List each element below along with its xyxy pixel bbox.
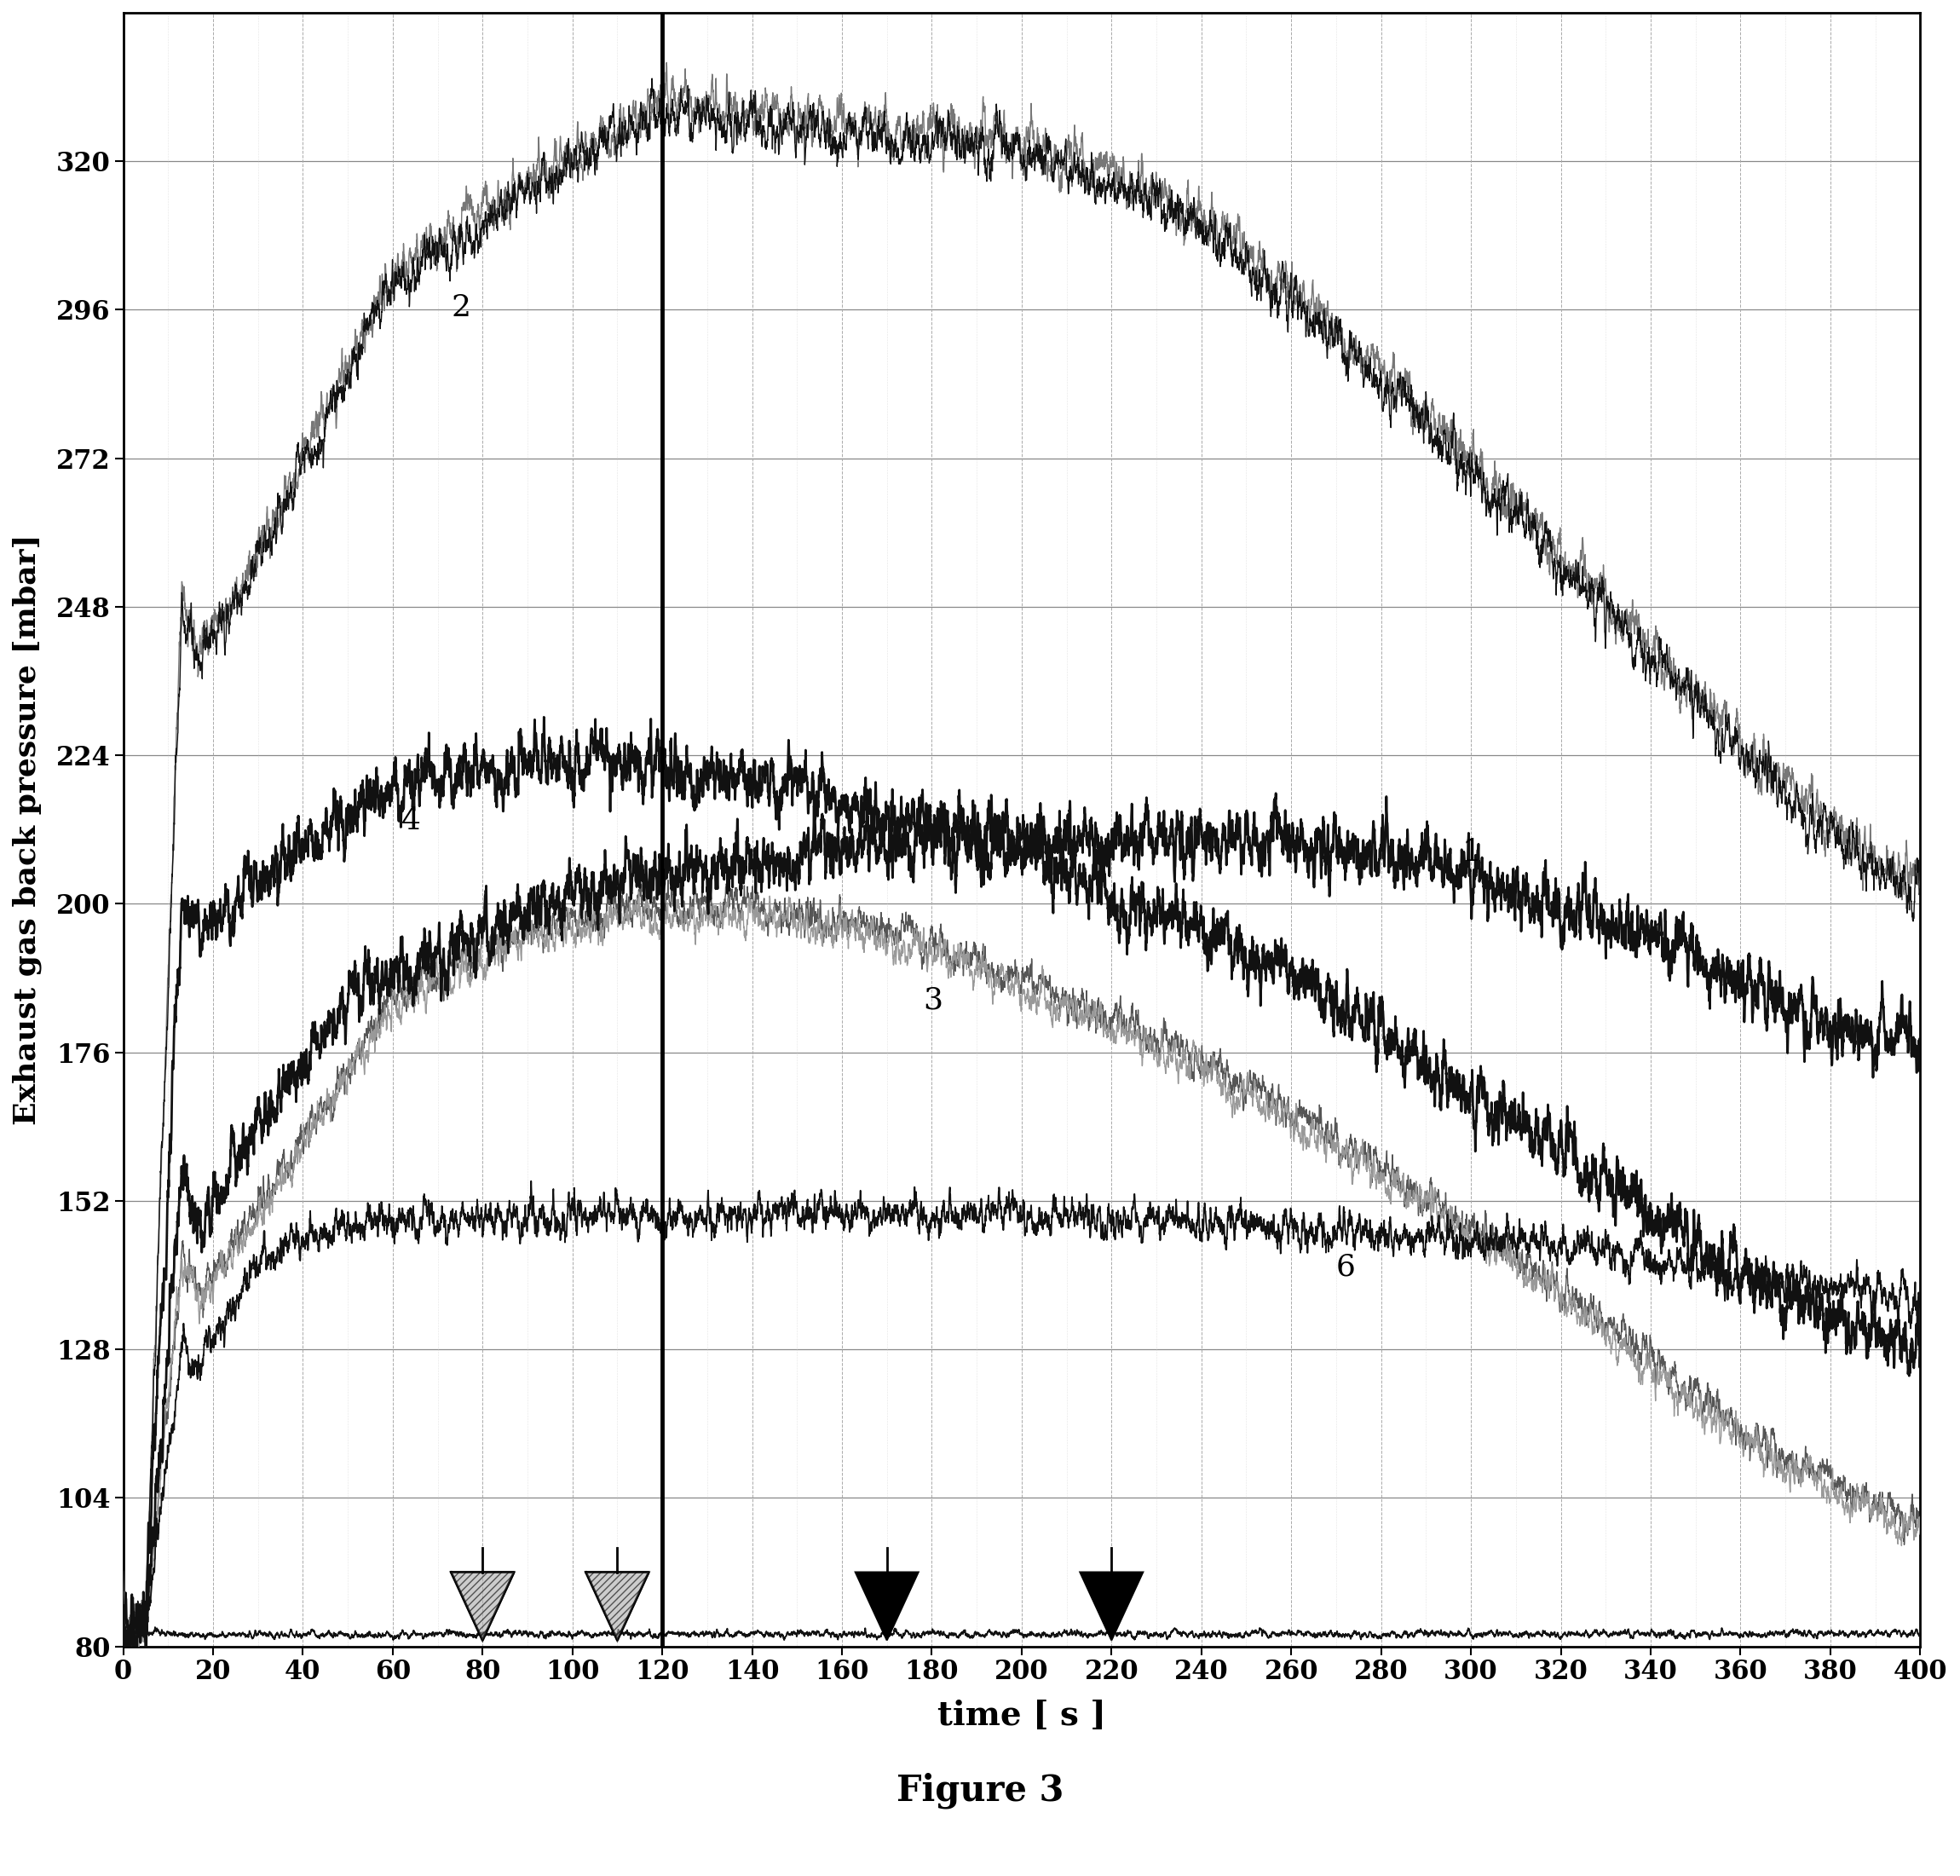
Text: 1: 1: [1462, 837, 1482, 867]
Text: 6: 6: [1337, 1251, 1356, 1281]
Text: 3: 3: [923, 987, 943, 1015]
Text: 4: 4: [402, 807, 421, 835]
Polygon shape: [586, 1572, 649, 1640]
Text: Figure 3: Figure 3: [896, 1773, 1064, 1808]
X-axis label: time [ s ]: time [ s ]: [937, 1700, 1105, 1732]
Y-axis label: Exhaust gas back pressure [mbar]: Exhaust gas back pressure [mbar]: [14, 535, 43, 1126]
Polygon shape: [855, 1572, 919, 1640]
Text: 2: 2: [451, 293, 470, 323]
Polygon shape: [1080, 1572, 1143, 1640]
Polygon shape: [451, 1572, 514, 1640]
